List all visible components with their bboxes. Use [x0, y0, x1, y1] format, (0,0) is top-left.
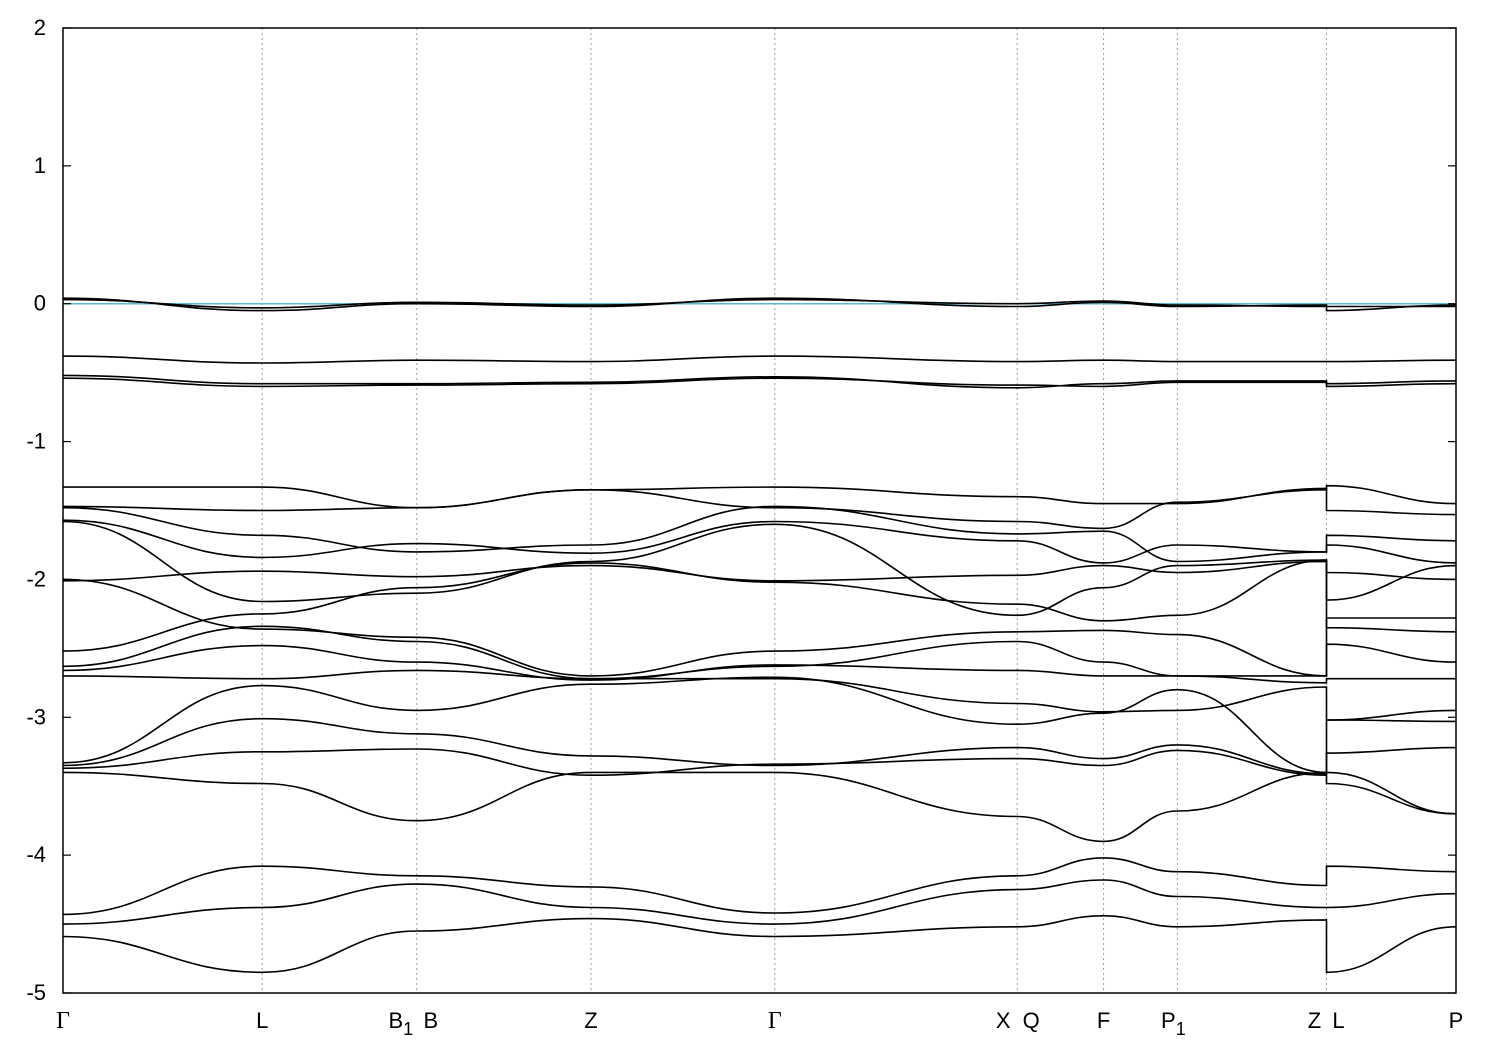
kpoint-label-4: Z: [584, 1008, 597, 1033]
y-axis-ticks: 2 1 0 -1 -2 -3 -4 -5: [26, 15, 1456, 1005]
band-14: [62, 625, 1457, 680]
band-20: [62, 771, 1457, 843]
ytick-label-2: 0: [34, 291, 46, 316]
plot-frame: [62, 27, 1457, 994]
band-8: [62, 505, 1457, 563]
ytick-label-4: -2: [26, 566, 46, 591]
band-22: [62, 879, 1457, 925]
band-11: [62, 560, 1457, 582]
kpoint-label-5: Γ: [768, 1008, 782, 1034]
kpoint-label-6: X: [996, 1008, 1011, 1033]
kpoint-label-9: P1: [1161, 1008, 1186, 1039]
band-2: [62, 298, 1456, 309]
ytick-label-5: -3: [26, 704, 46, 729]
kpoint-grid: [261, 28, 1327, 993]
band-10: [62, 520, 1457, 617]
kpoint-label-3: B: [423, 1008, 438, 1033]
ytick-label-0: 2: [34, 15, 46, 40]
band-3: [62, 355, 1457, 364]
band-7: [62, 486, 1457, 516]
kpoint-label-10: Z: [1308, 1008, 1321, 1033]
band-15: [62, 644, 1456, 684]
band-12: [62, 578, 1456, 677]
kpoint-label-2: B1: [388, 1008, 413, 1039]
ytick-label-7: -5: [26, 980, 46, 1005]
kpoint-label-8: F: [1097, 1008, 1110, 1033]
band-23: [62, 914, 1457, 974]
band-5: [62, 377, 1457, 388]
band-17: [62, 676, 1457, 774]
kpoint-label-0: Γ: [56, 1008, 70, 1034]
x-axis-kpoint-labels: Γ L B1 B Z Γ X Q F P1 Z L P: [56, 1008, 1463, 1039]
band-9: [62, 519, 1457, 564]
kpoint-label-1: L: [256, 1008, 268, 1033]
ytick-label-3: -1: [26, 429, 46, 454]
ytick-label-6: -4: [26, 842, 46, 867]
kpoint-label-12: P: [1449, 1008, 1464, 1033]
band-4: [62, 374, 1457, 389]
band-13: [62, 559, 1457, 652]
kpoint-label-7: Q: [1023, 1008, 1040, 1033]
kpoint-label-11: L: [1332, 1008, 1344, 1033]
ytick-label-1: 1: [34, 153, 46, 178]
bands: [62, 297, 1457, 974]
band-21: [62, 857, 1457, 916]
band-19: [62, 748, 1457, 815]
